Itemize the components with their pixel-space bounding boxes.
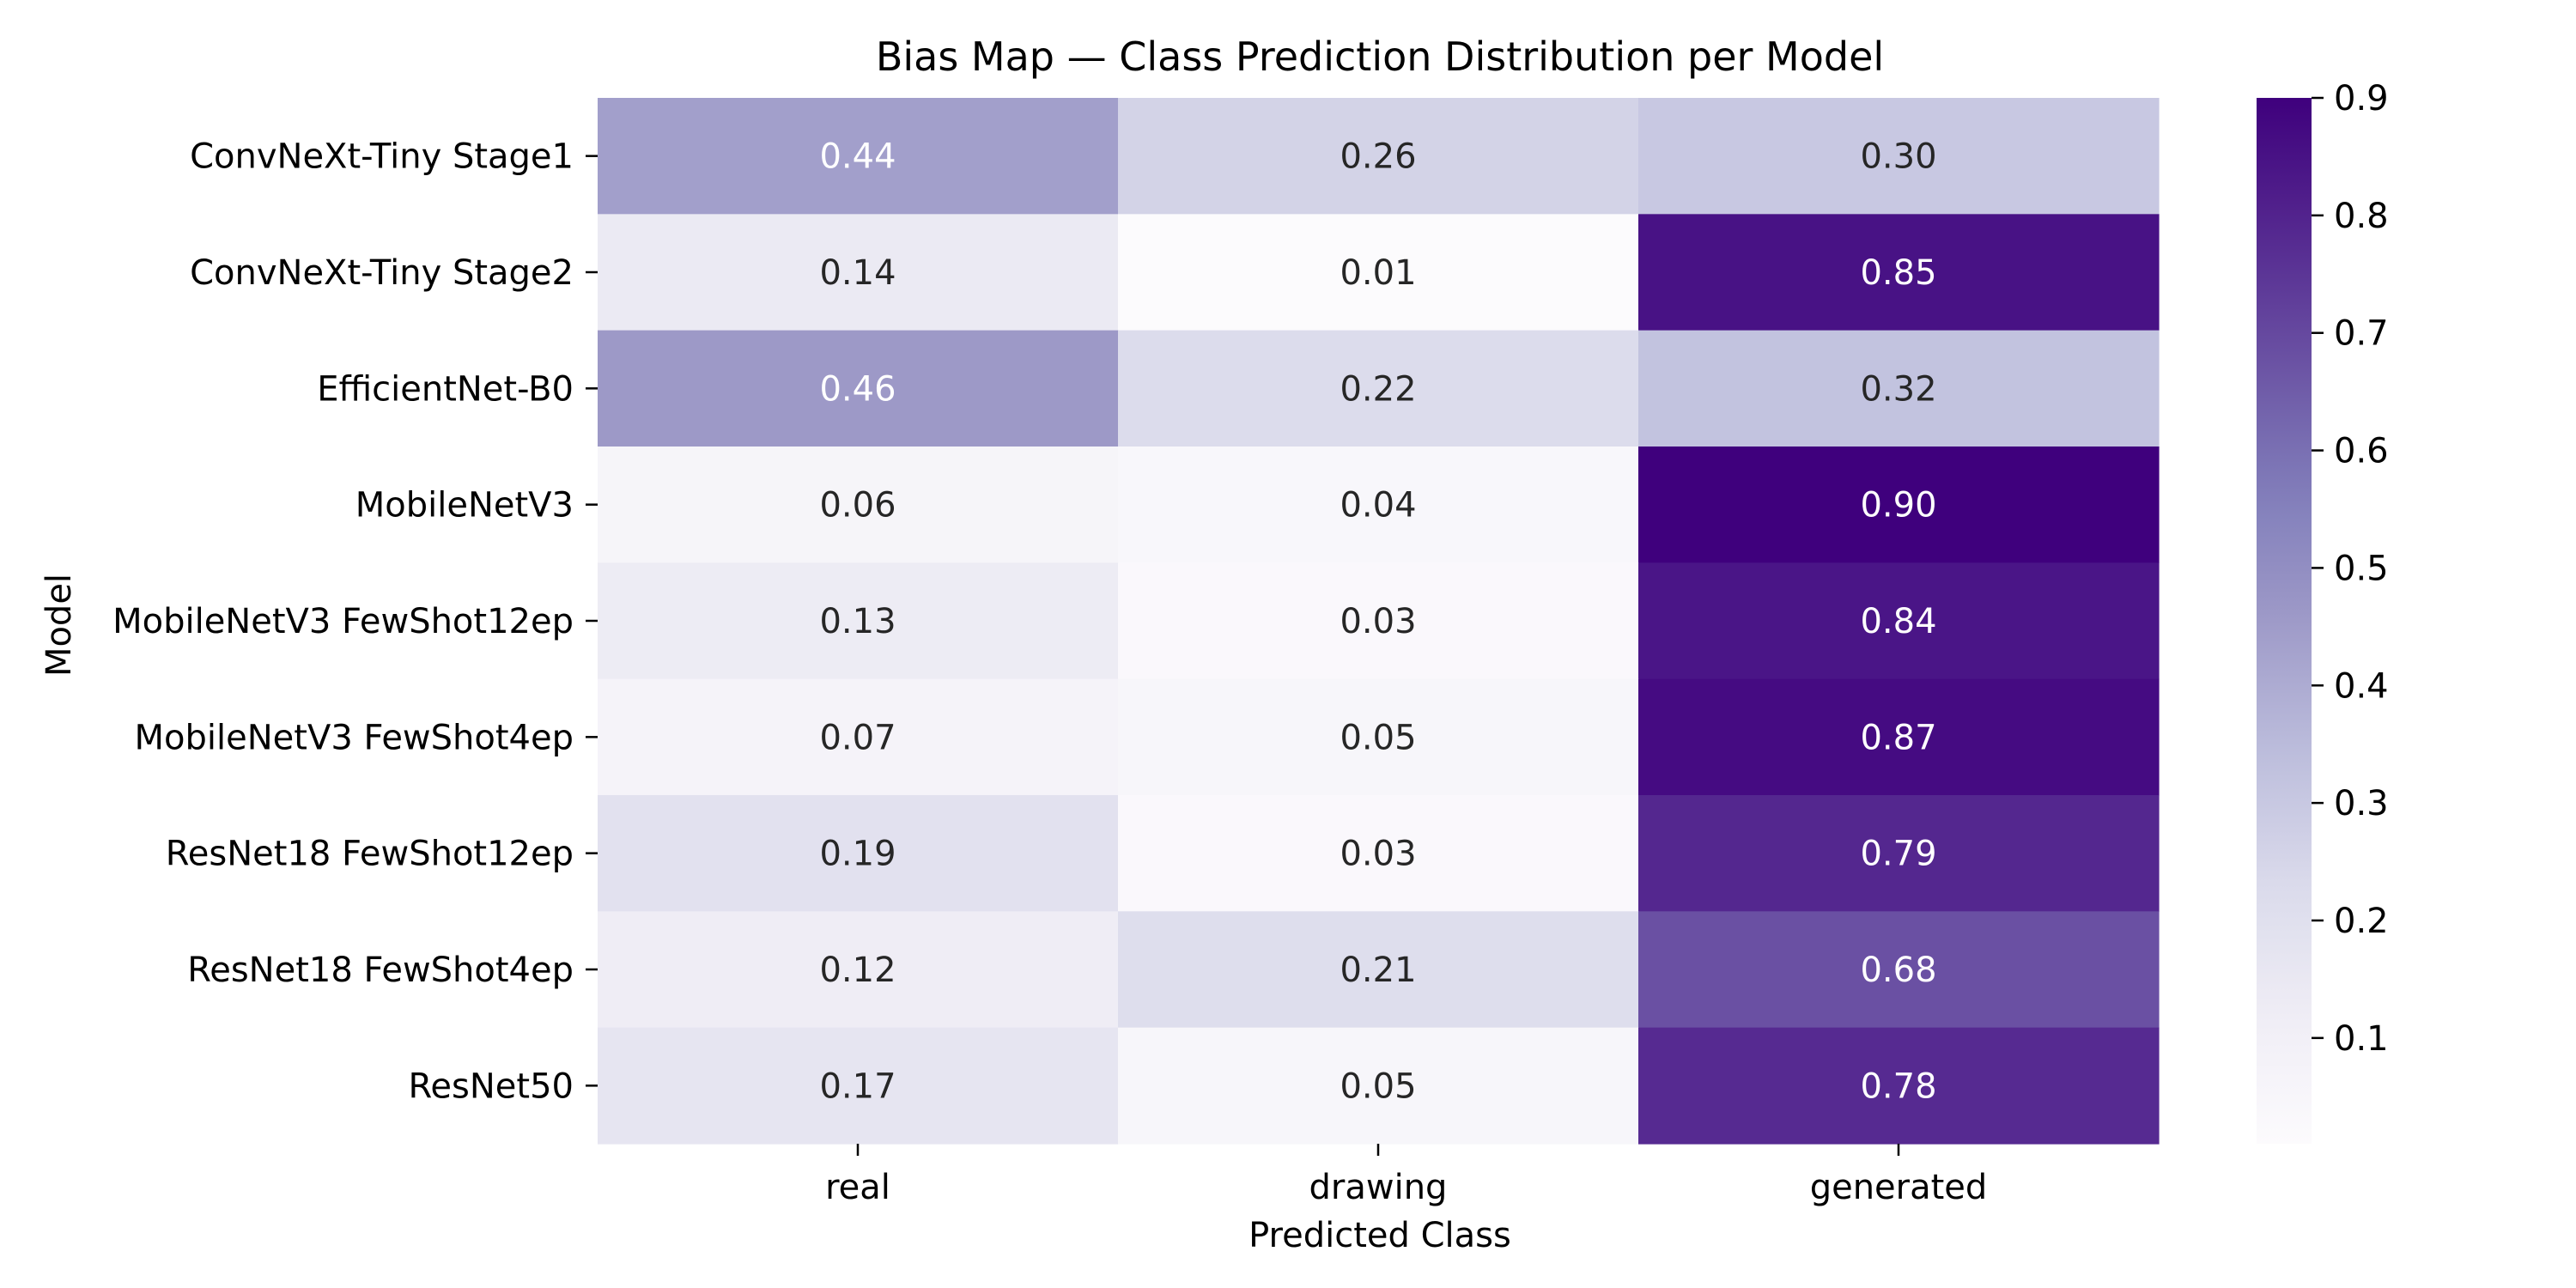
chart-title: Bias Map — Class Prediction Distribution… (876, 33, 1884, 80)
cell-value-label: 0.03 (1340, 602, 1416, 641)
heatmap-cell (1638, 447, 2160, 563)
heatmap-cell (1118, 98, 1639, 215)
cell-value-label: 0.46 (819, 369, 896, 409)
x-axis-label: Predicted Class (1249, 1216, 1511, 1255)
cell-value-label: 0.26 (1340, 137, 1416, 177)
y-tick-label: ResNet50 (408, 1066, 574, 1106)
cell-value-label: 0.14 (819, 253, 896, 293)
cell-value-label: 0.32 (1860, 369, 1936, 409)
heatmap-cell (1118, 911, 1639, 1029)
cell-value-label: 0.78 (1860, 1066, 1936, 1106)
heatmap-cell (598, 447, 1119, 563)
heatmap-cells: 0.44 0.26 0.30 0.14 0.01 0.85 0.46 0.22 0.32 0.06… (598, 98, 2160, 1145)
heatmap-cell (598, 562, 1119, 680)
cell-value-label: 0.30 (1860, 137, 1936, 177)
heatmap-cell (1118, 330, 1639, 447)
colorbar-tick-label: 0.6 (2334, 432, 2389, 471)
colorbar-ticks: 0.1 0.2 0.3 0.4 0.5 0.6 0.7 0.8 0.9 (2312, 79, 2389, 1059)
y-tick-label: ConvNeXt-Tiny Stage1 (190, 137, 574, 177)
cell-value-label: 0.84 (1860, 602, 1936, 641)
heatmap-cell (1638, 678, 2160, 796)
x-axis: real drawing generated (825, 1144, 1987, 1207)
cell-value-label: 0.03 (1340, 835, 1416, 874)
heatmap-cell (1118, 1027, 1639, 1145)
cell-value-label: 0.13 (819, 602, 896, 641)
colorbar-tick-label: 0.1 (2334, 1019, 2389, 1059)
cell-value-label: 0.17 (819, 1066, 896, 1106)
heatmap-cell (1638, 562, 2160, 680)
x-tick-label: generated (1810, 1168, 1988, 1207)
y-tick-label: ConvNeXt-Tiny Stage2 (190, 253, 574, 293)
heatmap-cell (598, 1027, 1119, 1145)
cell-value-label: 0.44 (819, 137, 896, 177)
y-axis: ConvNeXt-Tiny Stage1 ConvNeXt-Tiny Stage2… (112, 137, 598, 1106)
heatmap-cell (1118, 214, 1639, 331)
heatmap-cell (1638, 98, 2160, 215)
heatmap-cell (598, 330, 1119, 447)
y-axis-label: Model (39, 574, 79, 677)
y-tick-label: ResNet18 FewShot12ep (166, 835, 574, 874)
heatmap-cell (1118, 447, 1639, 563)
y-tick-label: MobileNetV3 FewShot4ep (135, 718, 574, 757)
heatmap-cell (1118, 678, 1639, 796)
cell-value-label: 0.85 (1860, 253, 1936, 293)
colorbar-tick-label: 0.8 (2334, 197, 2389, 236)
x-tick-label: drawing (1309, 1168, 1448, 1207)
cell-value-label: 0.90 (1860, 486, 1936, 526)
cell-value-label: 0.68 (1860, 951, 1936, 990)
heatmap-cell (1118, 562, 1639, 680)
heatmap-cell (1638, 330, 2160, 447)
cell-value-label: 0.19 (819, 835, 896, 874)
heatmap-cell (598, 911, 1119, 1029)
cell-value-label: 0.22 (1340, 369, 1416, 409)
x-tick-label: real (825, 1168, 890, 1207)
y-tick-label: ResNet18 FewShot4ep (187, 951, 574, 990)
cell-value-label: 0.07 (819, 718, 896, 757)
cell-value-label: 0.01 (1340, 253, 1416, 293)
heatmap-cell (1638, 795, 2160, 912)
colorbar-tick-label: 0.7 (2334, 314, 2389, 354)
heatmap-cell (1638, 911, 2160, 1029)
cell-value-label: 0.21 (1340, 951, 1416, 990)
cell-value-label: 0.06 (819, 486, 896, 526)
heatmap-cell (598, 98, 1119, 215)
heatmap-cell (598, 795, 1119, 912)
cell-value-label: 0.04 (1340, 486, 1416, 526)
colorbar-gradient (2257, 98, 2312, 1144)
colorbar-tick-label: 0.9 (2334, 79, 2389, 118)
cell-value-label: 0.79 (1860, 835, 1936, 874)
heatmap-cell (1638, 1027, 2160, 1145)
heatmap-cell (1118, 795, 1639, 912)
colorbar: 0.1 0.2 0.3 0.4 0.5 0.6 0.7 0.8 0.9 (2257, 79, 2389, 1144)
heatmap-cell (598, 214, 1119, 331)
colorbar-tick-label: 0.5 (2334, 549, 2389, 588)
y-tick-label: MobileNetV3 FewShot12ep (112, 602, 574, 641)
colorbar-tick-label: 0.2 (2334, 902, 2389, 941)
heatmap-cell (598, 678, 1119, 796)
cell-value-label: 0.87 (1860, 718, 1936, 757)
y-tick-label: EfficientNet-B0 (317, 369, 574, 409)
cell-value-label: 0.12 (819, 951, 896, 990)
cell-value-label: 0.05 (1340, 718, 1416, 757)
cell-value-label: 0.05 (1340, 1066, 1416, 1106)
colorbar-tick-label: 0.4 (2334, 666, 2389, 706)
colorbar-tick-label: 0.3 (2334, 784, 2389, 823)
heatmap-cell (1638, 214, 2160, 331)
y-tick-label: MobileNetV3 (355, 486, 574, 526)
